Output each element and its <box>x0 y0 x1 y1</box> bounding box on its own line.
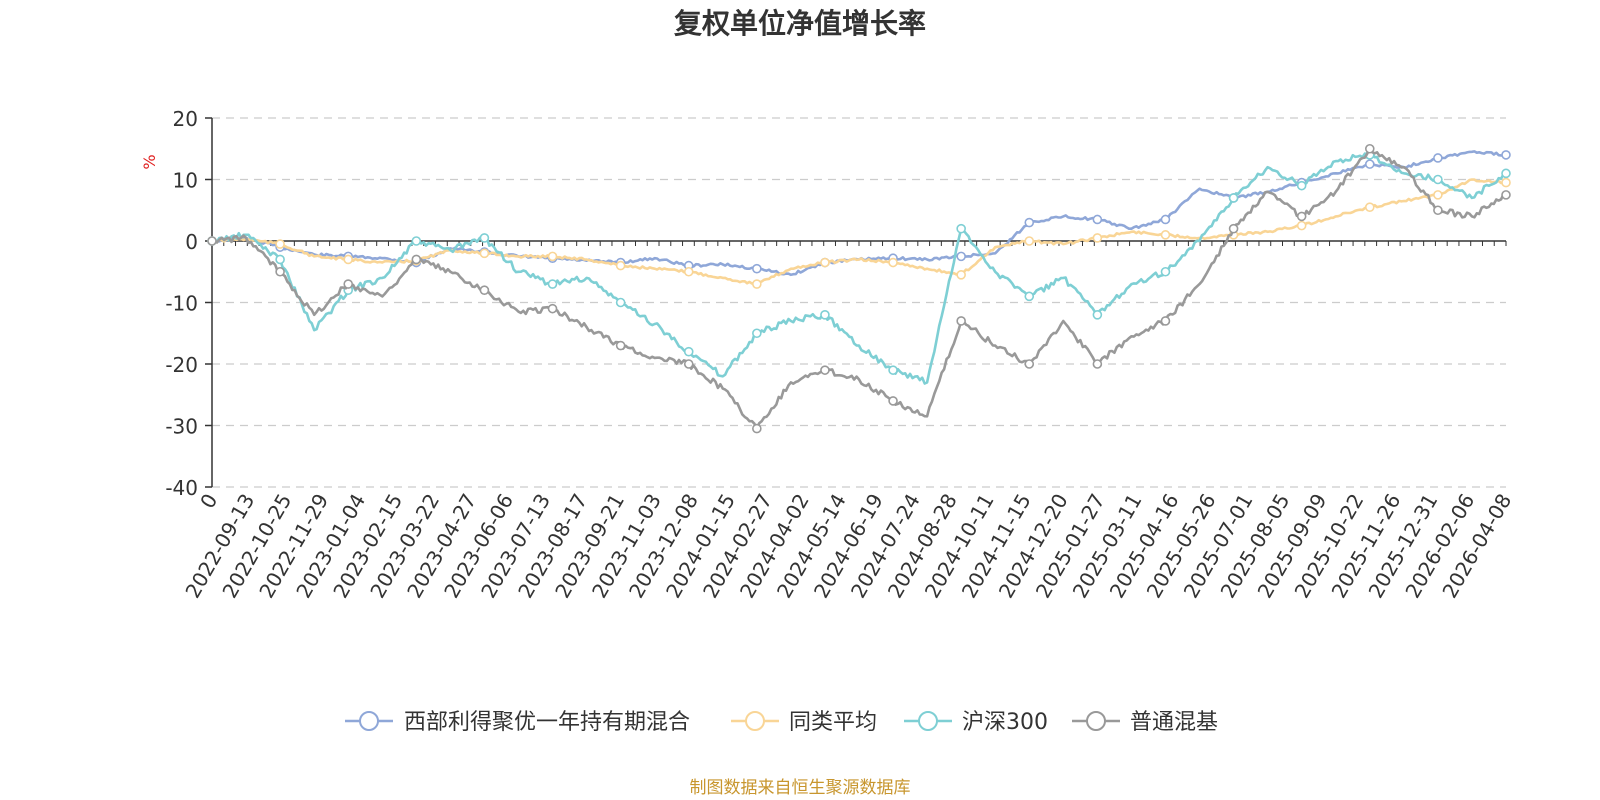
series-marker <box>1024 217 1035 228</box>
y-tick-label: -10 <box>165 292 198 316</box>
series-marker <box>275 254 285 265</box>
series-marker <box>1433 190 1443 200</box>
chart-title: 复权单位净值增长率 <box>674 7 926 40</box>
y-tick-label: 0 <box>185 230 198 254</box>
y-axis-label: % <box>140 154 159 169</box>
legend-item[interactable]: 沪深300 <box>904 710 1048 735</box>
series-marker <box>547 279 558 289</box>
series-marker <box>1160 266 1171 277</box>
series-marker <box>1160 316 1171 326</box>
series-marker <box>888 396 898 406</box>
series-marker <box>888 257 898 268</box>
series-marker <box>752 328 762 339</box>
series-marker <box>820 309 830 320</box>
y-tick-label: -40 <box>165 476 198 500</box>
series-marker <box>1364 202 1375 212</box>
series-marker <box>1296 180 1307 191</box>
series-marker <box>956 316 966 326</box>
series-marker <box>1024 236 1035 246</box>
series-marker <box>956 223 966 234</box>
series-marker <box>1160 230 1171 240</box>
series-marker <box>343 254 354 265</box>
grid-layer <box>212 117 1506 488</box>
series-line <box>211 178 1507 286</box>
series-marker <box>1501 168 1511 179</box>
series-marker <box>615 260 626 271</box>
series-marker <box>1296 220 1307 231</box>
data-source-footer: 制图数据来自恒生聚源数据库 <box>690 778 911 798</box>
series-marker <box>1092 359 1103 369</box>
axis-layer: 20100-10-20-30-4002022-09-132022-10-2520… <box>165 107 1516 602</box>
series-marker <box>683 359 694 369</box>
legend-marker <box>1086 711 1106 731</box>
y-tick-label: -20 <box>165 353 198 377</box>
y-tick-label: 20 <box>173 107 198 131</box>
legend-marker <box>359 711 379 731</box>
legend-label: 普通混基 <box>1130 710 1218 735</box>
series-marker <box>1160 214 1171 225</box>
series-marker <box>479 285 490 296</box>
series-marker <box>683 346 694 357</box>
series-line <box>211 147 1507 430</box>
series-marker <box>275 239 285 249</box>
series-marker <box>411 254 422 265</box>
legend-label: 沪深300 <box>962 710 1048 735</box>
series-marker <box>1228 223 1239 234</box>
legend-marker <box>745 711 765 731</box>
legend[interactable]: 西部利得聚优一年持有期混合 同类平均 沪深300 普通混基 <box>345 710 1218 735</box>
series-marker <box>1092 214 1103 225</box>
series-marker <box>1296 211 1307 222</box>
y-tick-label: 10 <box>173 169 198 193</box>
series-marker <box>1228 193 1239 203</box>
series-line <box>211 150 1507 277</box>
series-marker <box>615 297 626 308</box>
series-layer <box>207 143 1511 434</box>
legend-label: 西部利得聚优一年持有期混合 <box>404 710 690 735</box>
series-marker <box>1433 205 1443 216</box>
series-marker <box>275 266 285 277</box>
series-marker <box>547 303 558 314</box>
series-marker <box>888 365 898 375</box>
y-tick-label: -30 <box>165 415 198 439</box>
series-marker <box>411 236 422 246</box>
series-marker <box>547 251 558 262</box>
series-marker <box>615 340 626 351</box>
series-marker <box>343 279 354 289</box>
legend-item[interactable]: 普通混基 <box>1072 710 1218 735</box>
legend-item[interactable]: 西部利得聚优一年持有期混合 <box>345 710 690 735</box>
series-marker <box>752 423 762 434</box>
series-marker <box>752 263 762 274</box>
series-marker <box>1024 359 1035 369</box>
series-line <box>211 152 1507 385</box>
series-marker <box>1433 174 1443 185</box>
x-tick-label: 0 <box>195 490 222 513</box>
legend-marker <box>918 711 938 731</box>
series-marker <box>1092 309 1103 320</box>
series-marker <box>1501 150 1511 160</box>
series-marker <box>479 248 490 259</box>
series-marker <box>956 251 966 262</box>
series-marker <box>1501 177 1511 188</box>
legend-item[interactable]: 同类平均 <box>731 710 877 735</box>
series-marker <box>1501 190 1511 200</box>
series-marker <box>1024 291 1035 302</box>
series-marker <box>1364 159 1375 169</box>
series-marker <box>1364 143 1375 154</box>
series-marker <box>752 279 762 289</box>
series-marker <box>683 266 694 277</box>
series-marker <box>207 236 217 246</box>
series-marker <box>820 365 830 375</box>
series-marker <box>1092 233 1103 243</box>
legend-label: 同类平均 <box>789 710 877 735</box>
series-marker <box>956 270 966 280</box>
series-marker <box>1433 153 1443 163</box>
series-marker <box>820 257 830 268</box>
series-marker <box>479 233 490 243</box>
